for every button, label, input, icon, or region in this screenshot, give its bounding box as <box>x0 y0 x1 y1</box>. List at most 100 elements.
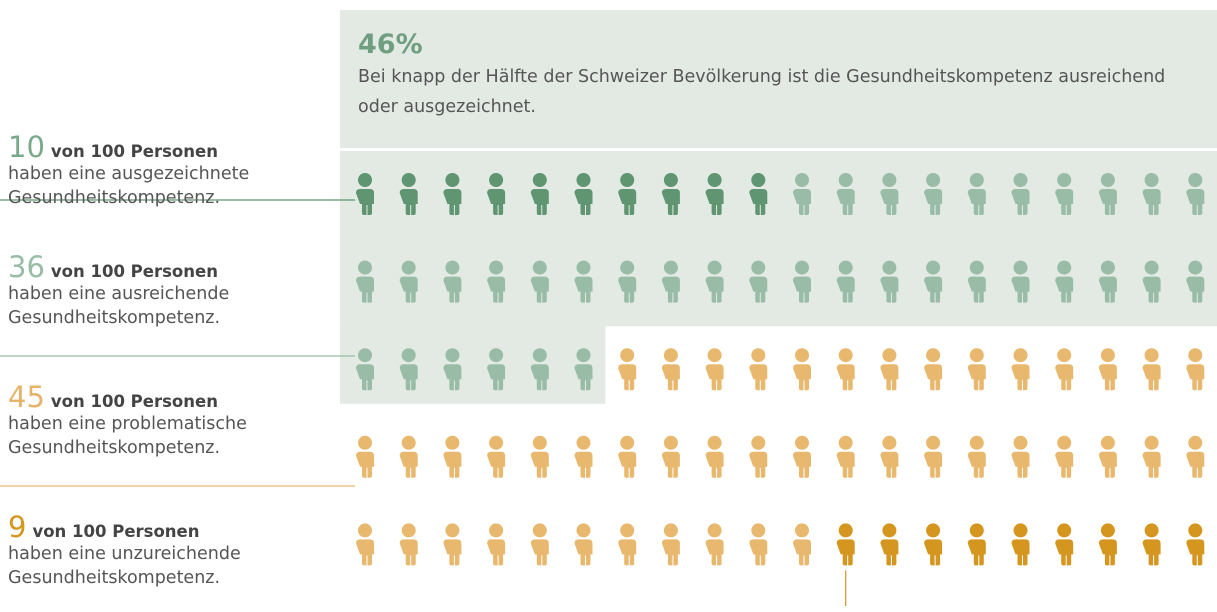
person-icon <box>1055 260 1074 303</box>
person-icon <box>618 173 637 215</box>
person-icon <box>924 260 943 303</box>
person-icon <box>487 173 506 215</box>
person-icon <box>618 435 637 478</box>
legend-value: 10 <box>8 130 45 164</box>
person-icon <box>443 173 462 215</box>
person-icon <box>749 523 768 566</box>
person-icon <box>399 435 418 478</box>
legend-unit: von 100 Personen <box>50 262 218 281</box>
person-icon <box>487 435 506 478</box>
person-icon <box>1098 260 1117 303</box>
legend-entry: 9 von 100 Personen haben eine unzureichend… <box>8 512 328 590</box>
person-icon <box>356 348 374 391</box>
person-icon <box>967 260 986 303</box>
person-icon <box>356 173 374 215</box>
person-icon <box>1055 435 1074 478</box>
legend-value: 45 <box>8 380 45 414</box>
person-icon <box>399 348 418 391</box>
person-icon <box>793 435 811 478</box>
person-icon <box>880 173 899 215</box>
legend-text: haben eine problematische Gesundheitskom… <box>8 414 247 458</box>
legend-entry: 10 von 100 Personen haben eine ausgezeichn… <box>8 132 328 210</box>
person-icon <box>880 435 899 478</box>
person-icon <box>836 173 855 215</box>
person-icon <box>924 173 943 215</box>
person-icon <box>924 348 943 391</box>
person-icon <box>1142 435 1161 478</box>
person-icon <box>574 173 593 215</box>
person-icon <box>1011 523 1030 566</box>
person-icon <box>487 523 506 566</box>
person-icon <box>749 348 768 391</box>
legend-entry: 45 von 100 Personen haben eine problematis… <box>8 382 328 460</box>
person-icon <box>880 260 899 303</box>
person-icon <box>443 260 462 303</box>
person-icon <box>618 523 637 566</box>
person-icon <box>443 523 462 566</box>
person-icon <box>1142 173 1161 215</box>
legend-head: 36 von 100 Personen <box>8 252 328 282</box>
person-icon <box>924 523 943 566</box>
person-icon <box>1098 523 1117 566</box>
legend-head: 45 von 100 Personen <box>8 382 328 412</box>
person-icon <box>705 173 724 215</box>
person-icon <box>661 523 680 566</box>
person-icon <box>967 173 986 215</box>
person-icon <box>356 523 374 566</box>
legend-value: 9 <box>8 510 27 544</box>
person-icon <box>661 260 680 303</box>
person-icon <box>574 348 593 391</box>
person-icon <box>530 523 549 566</box>
legend-unit: von 100 Personen <box>50 142 218 161</box>
person-icon <box>399 173 418 215</box>
person-icon <box>836 523 855 566</box>
highlight-background <box>340 10 1217 148</box>
legend-value: 36 <box>8 250 45 284</box>
person-icon <box>530 348 549 391</box>
person-icon <box>705 348 724 391</box>
person-icon <box>1098 173 1117 215</box>
highlight-value: 46% <box>358 29 423 60</box>
person-icon <box>705 260 724 303</box>
person-icon <box>836 260 855 303</box>
person-icon <box>749 173 768 215</box>
legend-head: 10 von 100 Personen <box>8 132 328 162</box>
person-icon <box>1142 260 1161 303</box>
legend-text: haben eine ausgezeichnete Gesundheitskom… <box>8 164 250 208</box>
person-icon <box>1186 173 1205 215</box>
person-icon <box>749 435 768 478</box>
person-icon <box>793 260 811 303</box>
person-icon <box>836 348 855 391</box>
legend-text: haben eine ausreichende Gesundheitskompe… <box>8 284 230 328</box>
legend-head: 9 von 100 Personen <box>8 512 328 542</box>
highlight-box: 46% Bei knapp der Hälfte der Schweizer B… <box>358 28 1198 122</box>
person-icon <box>793 523 811 566</box>
person-icon <box>967 523 986 566</box>
person-icon <box>1055 173 1074 215</box>
person-icon <box>1011 173 1030 215</box>
person-icon <box>967 435 986 478</box>
person-icon <box>530 260 549 303</box>
highlight-area <box>340 326 606 404</box>
legend-unit: von 100 Personen <box>32 522 200 541</box>
person-icon <box>443 435 462 478</box>
person-icon <box>399 260 418 303</box>
person-icon <box>749 260 768 303</box>
person-icon <box>1098 348 1117 391</box>
person-icon <box>1011 260 1030 303</box>
legend-entry: 36 von 100 Personen haben eine ausreichend… <box>8 252 328 330</box>
person-icon <box>618 260 637 303</box>
person-icon <box>661 435 680 478</box>
person-icon <box>880 348 899 391</box>
person-icon <box>443 348 462 391</box>
highlight-area <box>340 151 1217 327</box>
person-icon <box>967 348 986 391</box>
person-icon <box>574 260 593 303</box>
person-icon <box>574 523 593 566</box>
person-icon <box>705 523 724 566</box>
person-icon <box>705 435 724 478</box>
person-icon <box>661 348 680 391</box>
person-icon <box>618 348 637 391</box>
person-icon <box>1186 260 1205 303</box>
